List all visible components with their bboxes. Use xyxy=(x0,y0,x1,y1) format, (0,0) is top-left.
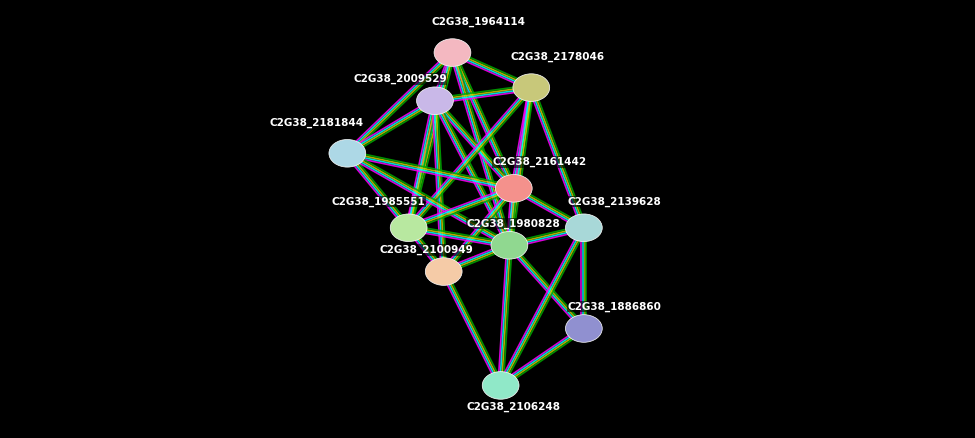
Ellipse shape xyxy=(513,74,550,102)
Text: C2G38_1980828: C2G38_1980828 xyxy=(467,218,561,229)
Ellipse shape xyxy=(566,214,603,242)
Text: C2G38_2161442: C2G38_2161442 xyxy=(493,157,587,167)
Ellipse shape xyxy=(483,371,519,399)
Ellipse shape xyxy=(329,139,366,167)
Text: C2G38_2178046: C2G38_2178046 xyxy=(511,52,604,62)
Text: C2G38_1964114: C2G38_1964114 xyxy=(432,17,526,27)
Text: C2G38_2106248: C2G38_2106248 xyxy=(467,402,561,413)
Ellipse shape xyxy=(425,258,462,286)
Text: C2G38_1985551: C2G38_1985551 xyxy=(332,196,425,207)
Ellipse shape xyxy=(434,39,471,67)
Text: C2G38_2100949: C2G38_2100949 xyxy=(379,244,473,255)
Ellipse shape xyxy=(566,314,603,343)
Ellipse shape xyxy=(416,87,453,115)
Text: C2G38_2181844: C2G38_2181844 xyxy=(270,117,364,128)
Ellipse shape xyxy=(390,214,427,242)
Ellipse shape xyxy=(495,175,532,202)
Text: C2G38_2139628: C2G38_2139628 xyxy=(567,196,661,207)
Ellipse shape xyxy=(491,231,527,259)
Text: C2G38_1886860: C2G38_1886860 xyxy=(567,301,661,312)
Text: C2G38_2009529: C2G38_2009529 xyxy=(353,74,447,84)
